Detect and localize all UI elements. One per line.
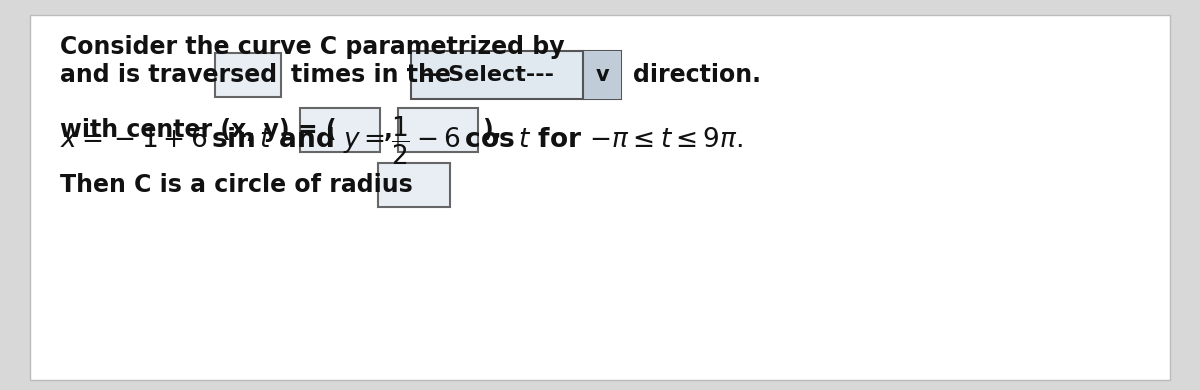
Text: with center (x, y) = (: with center (x, y) = (: [60, 118, 337, 142]
Text: ,: ,: [384, 118, 392, 142]
FancyBboxPatch shape: [410, 51, 622, 99]
Text: ),: ),: [482, 118, 502, 142]
Text: direction.: direction.: [634, 63, 761, 87]
Text: Then C is a circle of radius: Then C is a circle of radius: [60, 173, 413, 197]
Text: and is traversed: and is traversed: [60, 63, 277, 87]
Text: times in the: times in the: [292, 63, 451, 87]
FancyBboxPatch shape: [398, 108, 478, 152]
FancyBboxPatch shape: [300, 108, 380, 152]
Text: $x = -1 + 6\,\mathbf{sin}\,t$ $\mathbf{and}$ $y = \dfrac{1}{2} - 6\,\mathbf{cos}: $x = -1 + 6\,\mathbf{sin}\,t$ $\mathbf{a…: [60, 115, 743, 167]
FancyBboxPatch shape: [583, 51, 622, 99]
Text: Consider the curve C parametrized by: Consider the curve C parametrized by: [60, 35, 565, 59]
FancyBboxPatch shape: [30, 15, 1170, 380]
Text: v: v: [595, 65, 608, 85]
Text: ---Select---: ---Select---: [421, 65, 554, 85]
FancyBboxPatch shape: [378, 163, 450, 207]
FancyBboxPatch shape: [215, 53, 281, 97]
